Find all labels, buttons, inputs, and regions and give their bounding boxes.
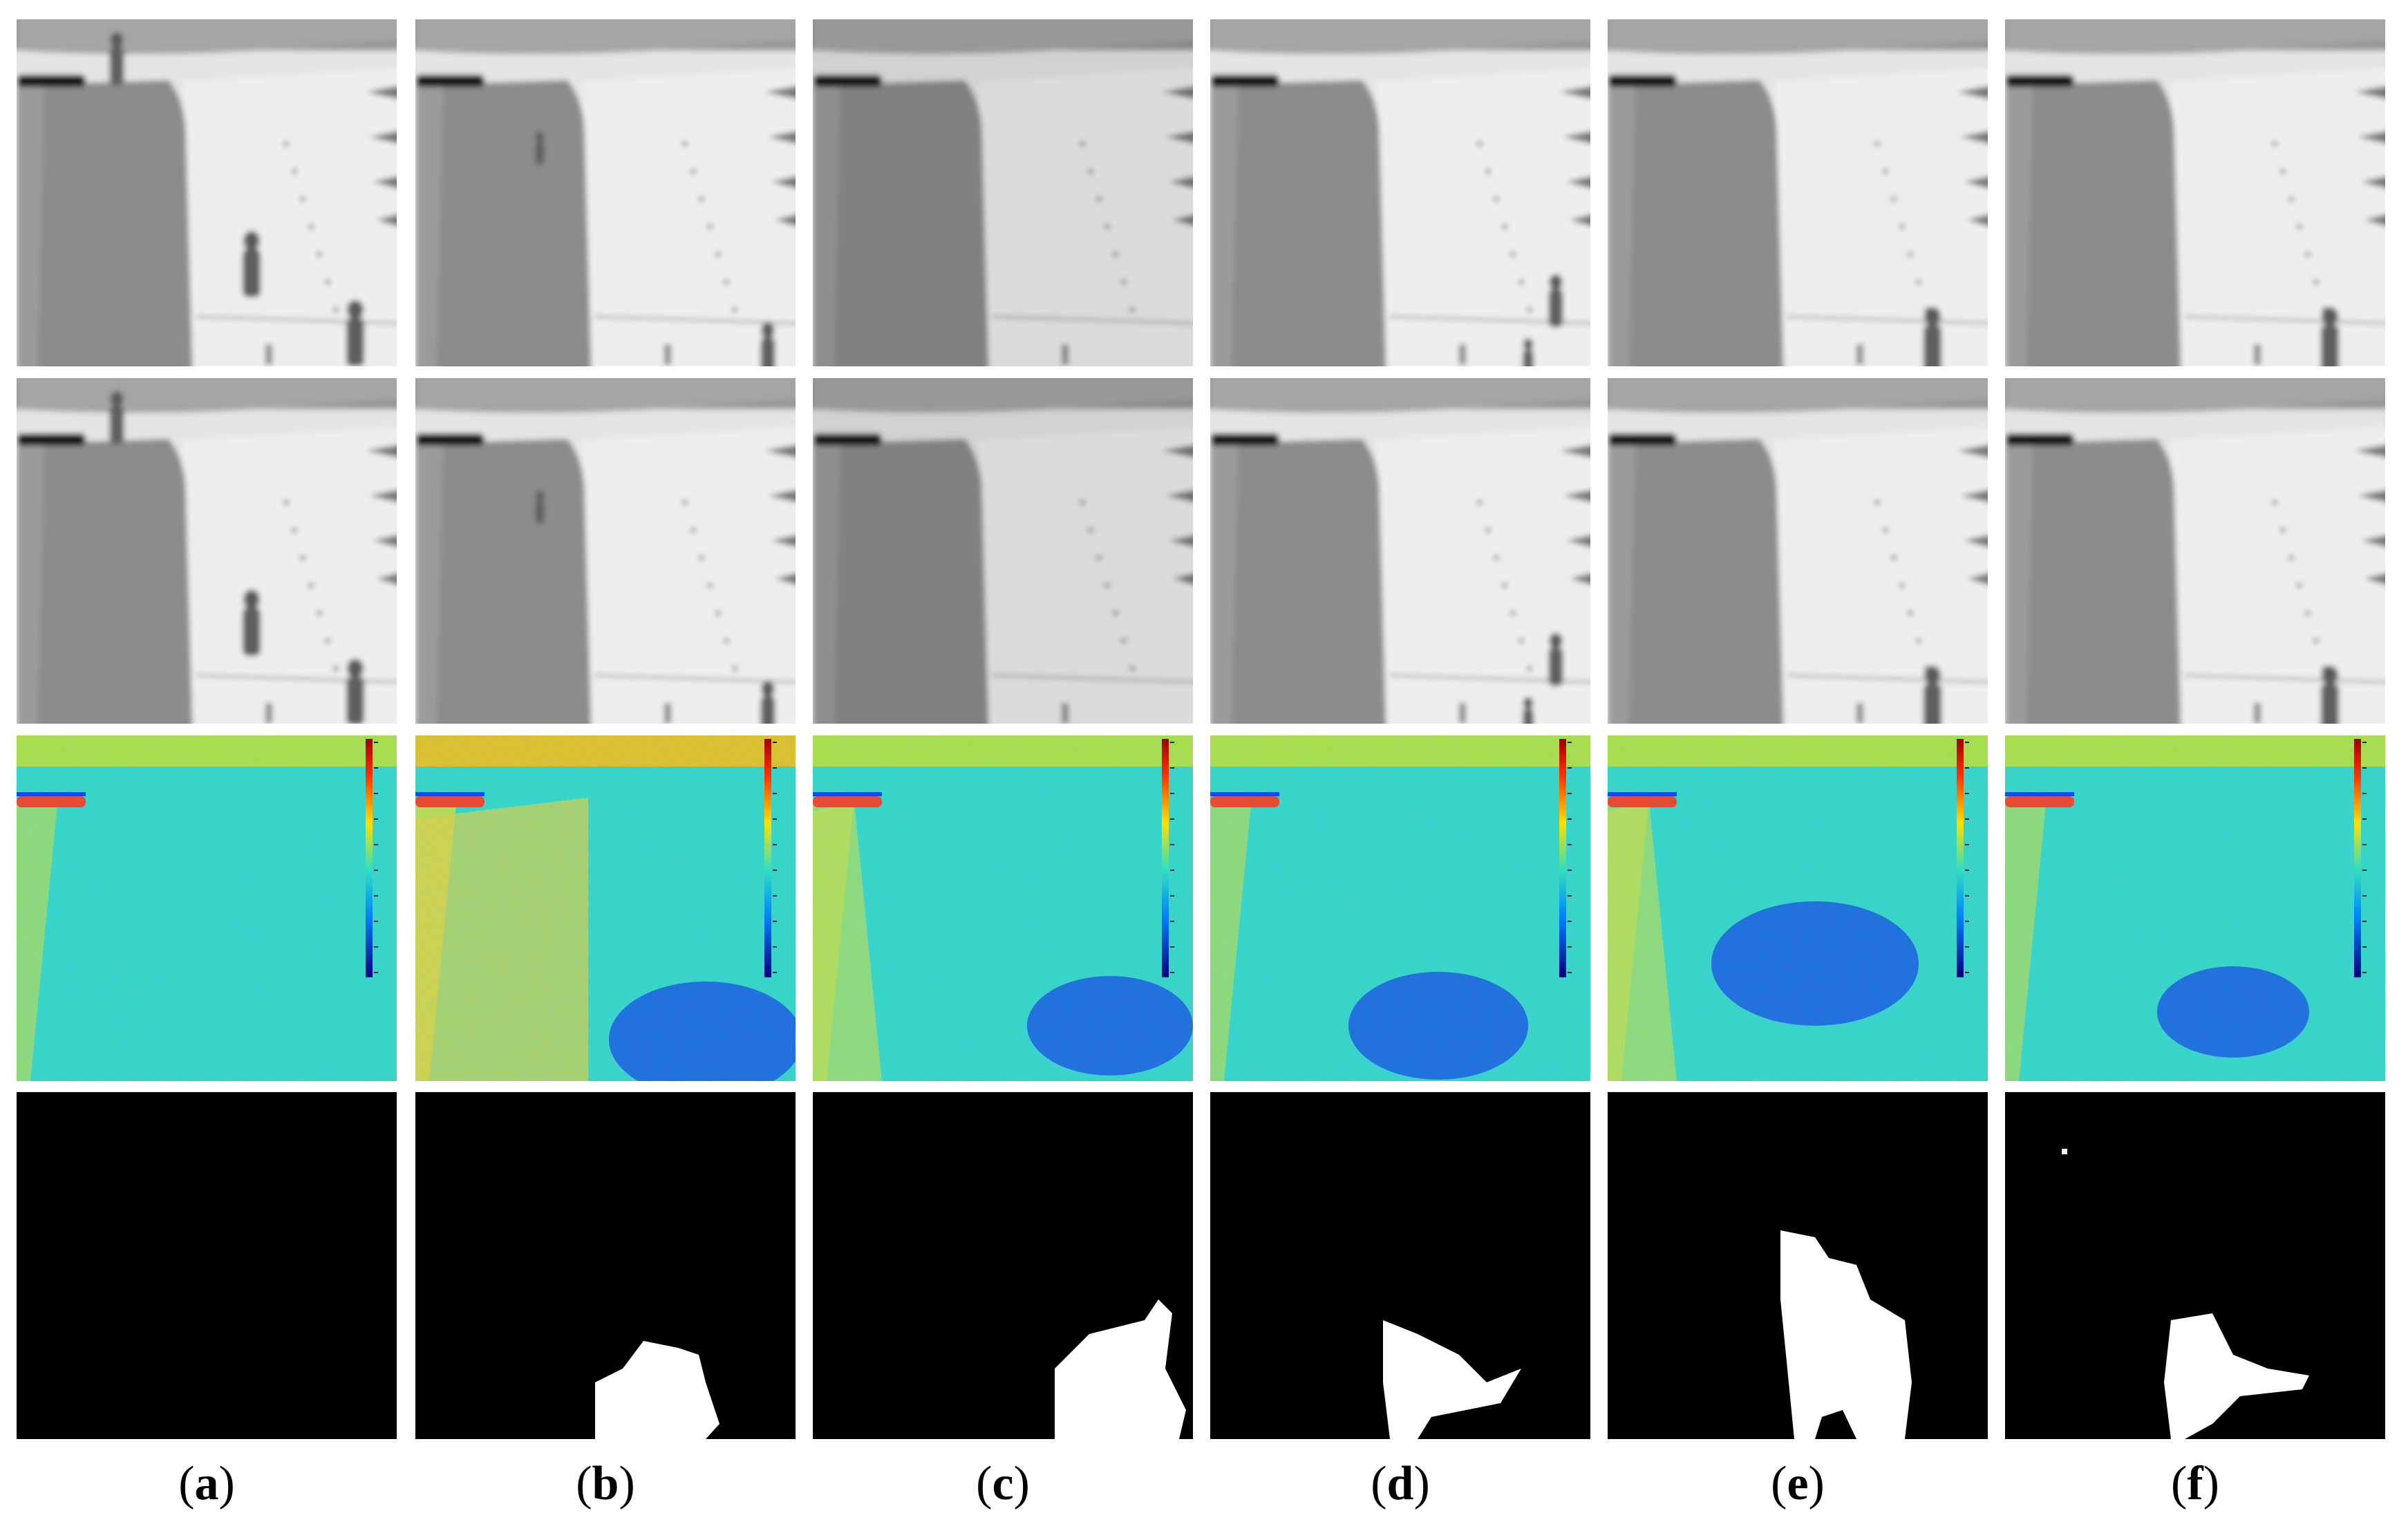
thermal-frame-c: [813, 19, 1193, 366]
thermal-frame-image-d: [1210, 19, 1590, 366]
detection-mask-f: [2005, 1092, 2385, 1439]
background-frame-image-b: [415, 378, 796, 724]
detection-mask-image-f: [2005, 1092, 2385, 1439]
background-frame-e: [1608, 378, 1988, 724]
column-label-d: (d): [1210, 1460, 1590, 1508]
difference-map-b: [415, 735, 796, 1081]
difference-map-e: [1608, 735, 1988, 1081]
detection-mask-c: [813, 1092, 1193, 1439]
label-paren-close: ): [2203, 1457, 2219, 1510]
detection-mask-a: [17, 1092, 397, 1439]
thermal-frame-a: [17, 19, 397, 366]
difference-map-f: [2005, 735, 2385, 1081]
detection-mask-image-e: [1608, 1092, 1988, 1439]
difference-map-c: [813, 735, 1193, 1081]
label-paren-close: ): [1808, 1457, 1825, 1510]
label-letter: a: [194, 1457, 219, 1510]
thermal-frame-image-b: [415, 19, 796, 366]
detection-mask-image-c: [813, 1092, 1193, 1439]
background-frame-image-a: [17, 378, 397, 724]
label-letter: b: [592, 1457, 619, 1510]
label-letter: d: [1386, 1457, 1414, 1510]
detection-mask-image-d: [1210, 1092, 1590, 1439]
label-paren-open: (: [1771, 1457, 1787, 1510]
label-paren-close: ): [218, 1457, 235, 1510]
background-frame-image-d: [1210, 378, 1590, 724]
label-letter: f: [2187, 1457, 2203, 1510]
difference-map-image-d: [1210, 735, 1590, 1081]
detection-mask-e: [1608, 1092, 1988, 1439]
background-frame-d: [1210, 378, 1590, 724]
label-paren-open: (: [178, 1457, 195, 1510]
label-paren-open: (: [976, 1457, 993, 1510]
label-paren-open: (: [1371, 1457, 1387, 1510]
label-letter: c: [992, 1457, 1014, 1510]
column-label-a: (a): [17, 1460, 397, 1508]
background-frame-image-c: [813, 378, 1193, 724]
background-frame-c: [813, 378, 1193, 724]
column-label-f: (f): [2005, 1460, 2385, 1508]
column-label-e: (e): [1608, 1460, 1988, 1508]
difference-map-image-b: [415, 735, 796, 1081]
detection-mask-image-a: [17, 1092, 397, 1439]
label-paren-close: ): [619, 1457, 635, 1510]
label-paren-close: ): [1413, 1457, 1430, 1510]
difference-map-image-f: [2005, 735, 2385, 1081]
thermal-frame-image-c: [813, 19, 1193, 366]
difference-map-image-e: [1608, 735, 1988, 1081]
label-letter: e: [1787, 1457, 1809, 1510]
background-frame-a: [17, 378, 397, 724]
detection-mask-image-b: [415, 1092, 796, 1439]
thermal-frame-image-f: [2005, 19, 2385, 366]
difference-map-image-c: [813, 735, 1193, 1081]
thermal-frame-image-e: [1608, 19, 1988, 366]
detection-mask-d: [1210, 1092, 1590, 1439]
background-frame-image-f: [2005, 378, 2385, 724]
thermal-frame-f: [2005, 19, 2385, 366]
difference-map-d: [1210, 735, 1590, 1081]
thermal-frame-d: [1210, 19, 1590, 366]
label-paren-close: ): [1013, 1457, 1030, 1510]
thermal-frame-e: [1608, 19, 1988, 366]
thermal-frame-b: [415, 19, 796, 366]
background-frame-f: [2005, 378, 2385, 724]
difference-map-image-a: [17, 735, 397, 1081]
label-paren-open: (: [2171, 1457, 2188, 1510]
column-label-c: (c): [813, 1460, 1193, 1508]
label-paren-open: (: [576, 1457, 592, 1510]
background-frame-b: [415, 378, 796, 724]
background-frame-image-e: [1608, 378, 1988, 724]
column-label-b: (b): [415, 1460, 796, 1508]
difference-map-a: [17, 735, 397, 1081]
thermal-frame-image-a: [17, 19, 397, 366]
detection-mask-b: [415, 1092, 796, 1439]
